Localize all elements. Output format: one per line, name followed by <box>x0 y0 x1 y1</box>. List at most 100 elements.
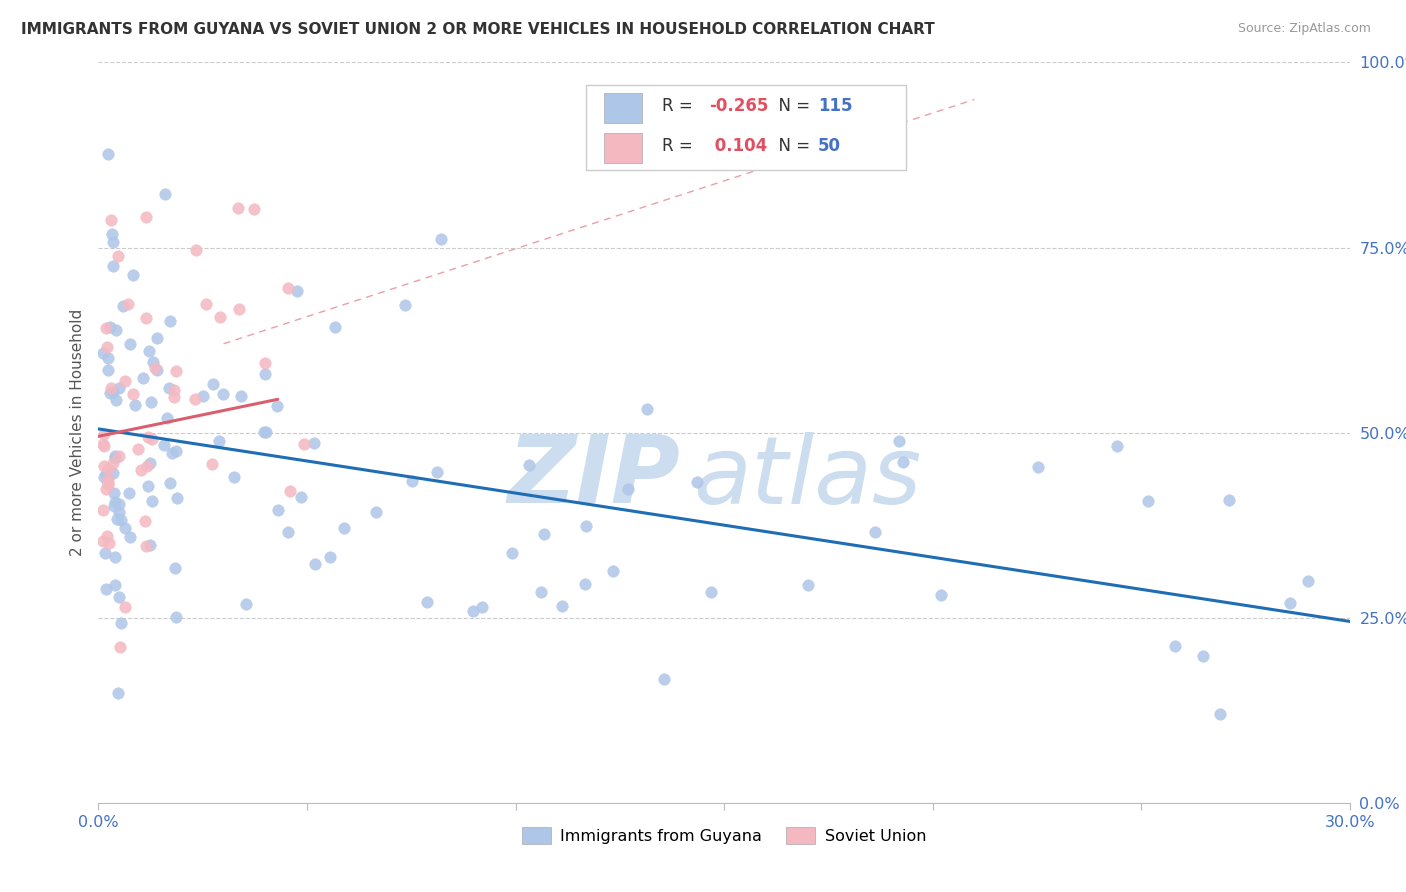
Point <box>797 577 820 591</box>
Text: N =: N = <box>768 137 815 155</box>
Point <box>105 512 128 526</box>
Point <box>195 296 218 310</box>
Point <box>887 434 910 449</box>
Point <box>97 462 120 476</box>
Point <box>323 320 346 334</box>
Text: R =: R = <box>661 97 697 115</box>
Point <box>145 362 167 376</box>
Point <box>253 425 276 440</box>
Point <box>129 463 152 477</box>
Point <box>104 450 127 465</box>
Point <box>266 503 288 517</box>
Point <box>186 244 208 258</box>
Point <box>700 584 723 599</box>
Point <box>530 585 553 599</box>
Point <box>146 331 169 345</box>
Point <box>117 296 139 310</box>
Y-axis label: 2 or more Vehicles in Household: 2 or more Vehicles in Household <box>69 309 84 557</box>
Point <box>139 456 162 470</box>
Point <box>602 564 624 578</box>
Point <box>135 458 157 473</box>
Point <box>191 389 214 403</box>
Point <box>135 311 157 326</box>
Point <box>101 456 124 470</box>
Point <box>294 436 316 450</box>
Point <box>575 519 598 533</box>
Point <box>101 384 124 399</box>
Point <box>122 268 145 282</box>
Point <box>253 356 276 370</box>
Point <box>266 399 288 413</box>
Point <box>152 438 174 452</box>
Point <box>302 435 325 450</box>
Point <box>108 590 131 604</box>
Point <box>165 443 187 458</box>
Point <box>165 610 187 624</box>
Point <box>863 525 886 540</box>
Point <box>114 374 136 388</box>
Point <box>108 449 131 463</box>
Point <box>132 371 155 385</box>
Point <box>929 588 952 602</box>
Point <box>209 310 232 324</box>
Point <box>135 211 157 225</box>
Point <box>103 467 125 481</box>
Point <box>1296 574 1319 588</box>
Point <box>143 361 166 376</box>
Point <box>103 259 125 273</box>
Point <box>118 485 141 500</box>
Point <box>228 201 250 215</box>
Point <box>135 539 157 553</box>
Point <box>110 513 132 527</box>
Point <box>533 527 555 541</box>
Point <box>103 486 125 500</box>
Point <box>278 483 301 498</box>
Point <box>93 439 115 453</box>
Point <box>107 497 129 511</box>
Point <box>110 640 132 654</box>
Point <box>107 249 129 263</box>
Point <box>103 578 125 592</box>
Point <box>91 503 114 517</box>
FancyBboxPatch shape <box>605 134 641 163</box>
Point <box>141 433 163 447</box>
Point <box>134 514 156 528</box>
Point <box>156 411 179 425</box>
Point <box>122 387 145 401</box>
Point <box>159 313 181 327</box>
Text: IMMIGRANTS FROM GUYANA VS SOVIET UNION 2 OR MORE VEHICLES IN HOUSEHOLD CORRELATI: IMMIGRANTS FROM GUYANA VS SOVIET UNION 2… <box>21 22 935 37</box>
Point <box>517 458 540 473</box>
Point <box>104 549 127 564</box>
Point <box>1278 596 1301 610</box>
Point <box>235 597 257 611</box>
Point <box>98 320 121 334</box>
Point <box>118 530 141 544</box>
Point <box>1218 493 1240 508</box>
FancyBboxPatch shape <box>605 94 641 123</box>
Point <box>891 455 914 469</box>
Point <box>104 449 127 463</box>
Legend: Immigrants from Guyana, Soviet Union: Immigrants from Guyana, Soviet Union <box>516 820 932 850</box>
Point <box>163 390 186 404</box>
Text: ZIP: ZIP <box>508 431 681 523</box>
Point <box>93 470 115 484</box>
Point <box>243 202 266 216</box>
Point <box>94 546 117 560</box>
Point <box>97 475 120 490</box>
Point <box>165 560 187 574</box>
Point <box>1107 439 1129 453</box>
Point <box>401 474 423 488</box>
Point <box>97 147 120 161</box>
Text: N =: N = <box>768 97 815 115</box>
Text: 115: 115 <box>818 97 852 115</box>
Text: Source: ZipAtlas.com: Source: ZipAtlas.com <box>1237 22 1371 36</box>
Point <box>471 600 494 615</box>
Point <box>98 536 121 550</box>
Text: -0.265: -0.265 <box>709 97 769 115</box>
Point <box>91 437 114 451</box>
Text: 0.104: 0.104 <box>709 137 768 155</box>
Point <box>394 298 416 312</box>
Point <box>277 525 299 540</box>
Point <box>1026 459 1049 474</box>
Point <box>157 381 180 395</box>
